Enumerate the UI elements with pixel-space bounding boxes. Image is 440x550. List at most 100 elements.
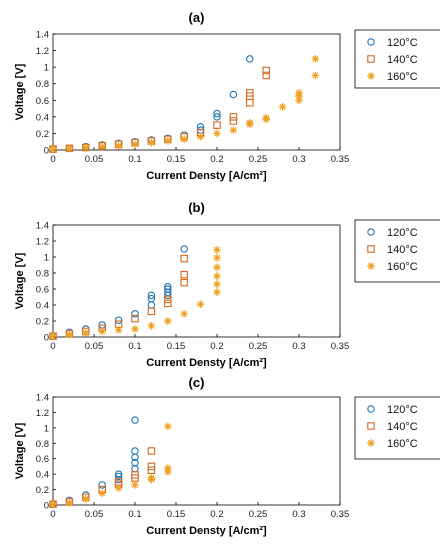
chart-title: (b): [188, 200, 205, 215]
y-axis-label: Voltage [V]: [14, 252, 26, 309]
y-tick-label: 0.8: [36, 439, 49, 450]
y-tick-label: 0.2: [36, 485, 49, 496]
series-circle: [49, 245, 188, 340]
legend-entry: 120°C: [387, 404, 418, 416]
data-point: [147, 322, 156, 330]
series-square: [49, 66, 270, 153]
y-tick-label: 0.2: [36, 317, 49, 328]
data-point: [164, 285, 172, 293]
y-tick-label: 0: [44, 501, 49, 512]
x-tick-label: 0: [50, 341, 55, 352]
x-tick-label: 0.05: [85, 154, 104, 165]
x-axis-label: Current Densty [A/cm²]: [146, 357, 267, 369]
legend-marker: [367, 38, 375, 46]
data-point: [114, 470, 123, 478]
data-point: [82, 329, 90, 337]
data-point: [49, 332, 57, 340]
legend-entry: 140°C: [387, 421, 418, 433]
y-tick-label: 1: [44, 423, 49, 434]
series-asterisk: [49, 55, 320, 153]
y-tick-label: 1: [44, 63, 49, 74]
data-point: [164, 317, 172, 325]
data-point: [180, 270, 188, 279]
y-tick-label: 1.4: [36, 393, 49, 404]
data-point: [147, 462, 156, 471]
series-square: [49, 447, 156, 508]
data-point: [49, 145, 57, 153]
data-point: [311, 55, 320, 63]
chart-title: (c): [189, 375, 205, 390]
data-point: [131, 140, 139, 148]
data-point: [278, 103, 287, 111]
y-tick-label: 0.8: [36, 79, 49, 90]
data-point: [49, 500, 57, 509]
data-point: [213, 113, 221, 121]
data-point: [295, 89, 303, 97]
data-point: [180, 278, 188, 287]
y-tick-label: 1: [44, 253, 49, 264]
data-point: [229, 113, 238, 121]
x-tick-label: 0.1: [128, 154, 141, 165]
series-circle: [49, 416, 139, 508]
data-point: [246, 89, 254, 97]
data-point: [131, 310, 139, 318]
series-asterisk: [49, 246, 221, 340]
data-point: [131, 464, 139, 473]
data-point: [180, 245, 188, 253]
x-tick-label: 0.25: [249, 509, 268, 520]
data-point: [114, 326, 123, 334]
data-point: [114, 316, 123, 324]
data-point: [213, 263, 221, 272]
data-point: [262, 71, 270, 80]
data-point: [164, 464, 172, 472]
data-point: [246, 55, 254, 63]
data-point: [213, 272, 221, 280]
x-tick-label: 0.2: [210, 154, 223, 165]
data-point: [213, 280, 221, 288]
data-point: [114, 472, 123, 481]
x-tick-label: 0.2: [210, 509, 223, 520]
data-point: [147, 138, 156, 147]
data-point: [98, 489, 106, 498]
data-point: [131, 325, 139, 333]
legend-marker: [367, 439, 375, 447]
data-point: [164, 137, 172, 145]
data-point: [131, 416, 139, 424]
data-point: [213, 288, 221, 296]
data-point: [196, 123, 205, 131]
y-axis-label: Voltage [V]: [14, 63, 26, 120]
y-tick-label: 1.4: [36, 30, 49, 41]
data-point: [147, 474, 156, 482]
data-point: [164, 468, 172, 476]
x-tick-label: 0.3: [292, 341, 305, 352]
data-point: [164, 282, 172, 291]
data-point: [229, 90, 238, 99]
data-point: [262, 113, 270, 122]
x-tick-label: 0.2: [210, 341, 223, 352]
y-tick-label: 0.4: [36, 112, 49, 123]
data-point: [262, 66, 270, 75]
data-point: [196, 300, 205, 308]
data-point: [246, 118, 254, 127]
data-point: [311, 71, 320, 80]
x-tick-label: 0.15: [167, 509, 186, 520]
data-point: [164, 422, 172, 431]
legend-entry: 140°C: [387, 244, 418, 256]
data-point: [65, 330, 74, 339]
data-point: [213, 129, 221, 138]
data-point: [164, 295, 172, 304]
legend-entry: 160°C: [387, 438, 418, 450]
chart-panel: (c) 0 0.05 0.1 0.15 0.2 0.25 0.3 0.35 0 0.2 0.4 0.6 0…: [14, 375, 440, 537]
data-point: [114, 484, 123, 492]
series-asterisk: [49, 422, 172, 509]
x-axis-label: Current Densty [A/cm²]: [146, 525, 267, 537]
data-point: [147, 301, 156, 309]
data-point: [114, 142, 123, 150]
data-point: [229, 126, 238, 134]
legend-marker: [367, 228, 375, 236]
data-point: [131, 447, 139, 455]
x-tick-label: 0.15: [167, 341, 186, 352]
legend-marker: [367, 72, 375, 80]
plot-area: [52, 224, 341, 338]
